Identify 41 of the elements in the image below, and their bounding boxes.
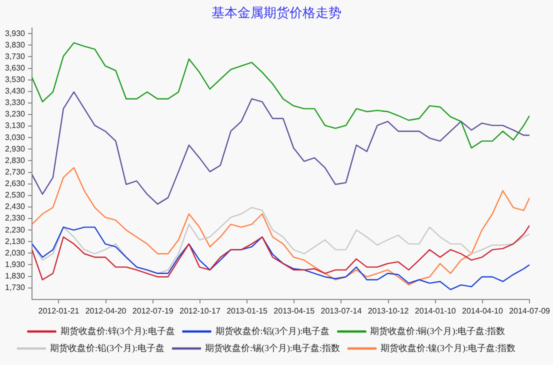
x-tick-label: 2012-04-20 — [85, 306, 127, 316]
y-tick-label: 1,830 — [4, 271, 26, 280]
x-tick-label: 2013-07-14 — [320, 306, 362, 316]
y-tick-label: 3,930 — [4, 28, 26, 38]
y-tick-label: 2,030 — [4, 248, 26, 258]
y-tick-label: 2,230 — [4, 225, 26, 234]
y-tick-label: 1,730 — [4, 283, 26, 292]
x-tick-label: 2013-04-15 — [274, 306, 316, 316]
y-tick-label: 2,130 — [4, 236, 26, 246]
legend-label: 期货收盘价:铅(3个月):电子盘 — [50, 342, 165, 353]
x-tick-label: 2012-07-19 — [132, 306, 174, 316]
y-tick-label: 2,730 — [4, 167, 26, 176]
y-tick-label: 3,130 — [4, 121, 26, 130]
y-tick-label: 1,930 — [4, 260, 26, 269]
legend-label: 期货收盘价:镍(3个月):电子盘:指数 — [380, 342, 516, 353]
x-tick-label: 2014-01-10 — [414, 306, 456, 316]
x-tick-label: 2014-07-09 — [509, 306, 551, 316]
y-tick-label: 3,530 — [4, 75, 26, 84]
y-tick-label: 3,430 — [4, 86, 26, 96]
x-tick-label: 2013-10-12 — [368, 306, 410, 316]
x-tick-label: 2012-10-17 — [179, 306, 221, 316]
y-tick-label: 2,930 — [4, 144, 26, 154]
legend-label: 期货收盘价:锌(3个月):电子盘 — [60, 326, 175, 336]
y-tick-label: 3,330 — [4, 98, 26, 108]
y-tick-label: 2,330 — [4, 214, 26, 223]
y-tick-label: 3,730 — [4, 52, 26, 61]
y-tick-label: 3,630 — [4, 63, 26, 72]
y-tick-label: 2,530 — [4, 190, 26, 200]
y-tick-label: 3,830 — [4, 40, 26, 50]
y-tick-label: 2,830 — [4, 156, 26, 165]
legend-label: 期货收盘价:锡(3个月):电子盘:指数 — [205, 342, 340, 353]
y-tick-label: 2,430 — [4, 202, 26, 212]
x-tick-label: 2014-04-10 — [462, 306, 504, 316]
x-tick-label: 2012-01-21 — [38, 306, 80, 316]
x-tick-label: 2013-01-15 — [226, 306, 268, 316]
y-tick-label: 2,630 — [4, 179, 26, 188]
y-tick-label: 3,030 — [4, 132, 26, 142]
chart-title: 基本金属期货价格走势 — [210, 4, 342, 22]
y-tick-label: 3,230 — [4, 110, 26, 119]
legend-label: 期货收盘价:铝(3个月):电子盘 — [215, 326, 330, 336]
legend-label: 期货收盘价:铜(3个月):电子盘:指数 — [370, 326, 506, 336]
